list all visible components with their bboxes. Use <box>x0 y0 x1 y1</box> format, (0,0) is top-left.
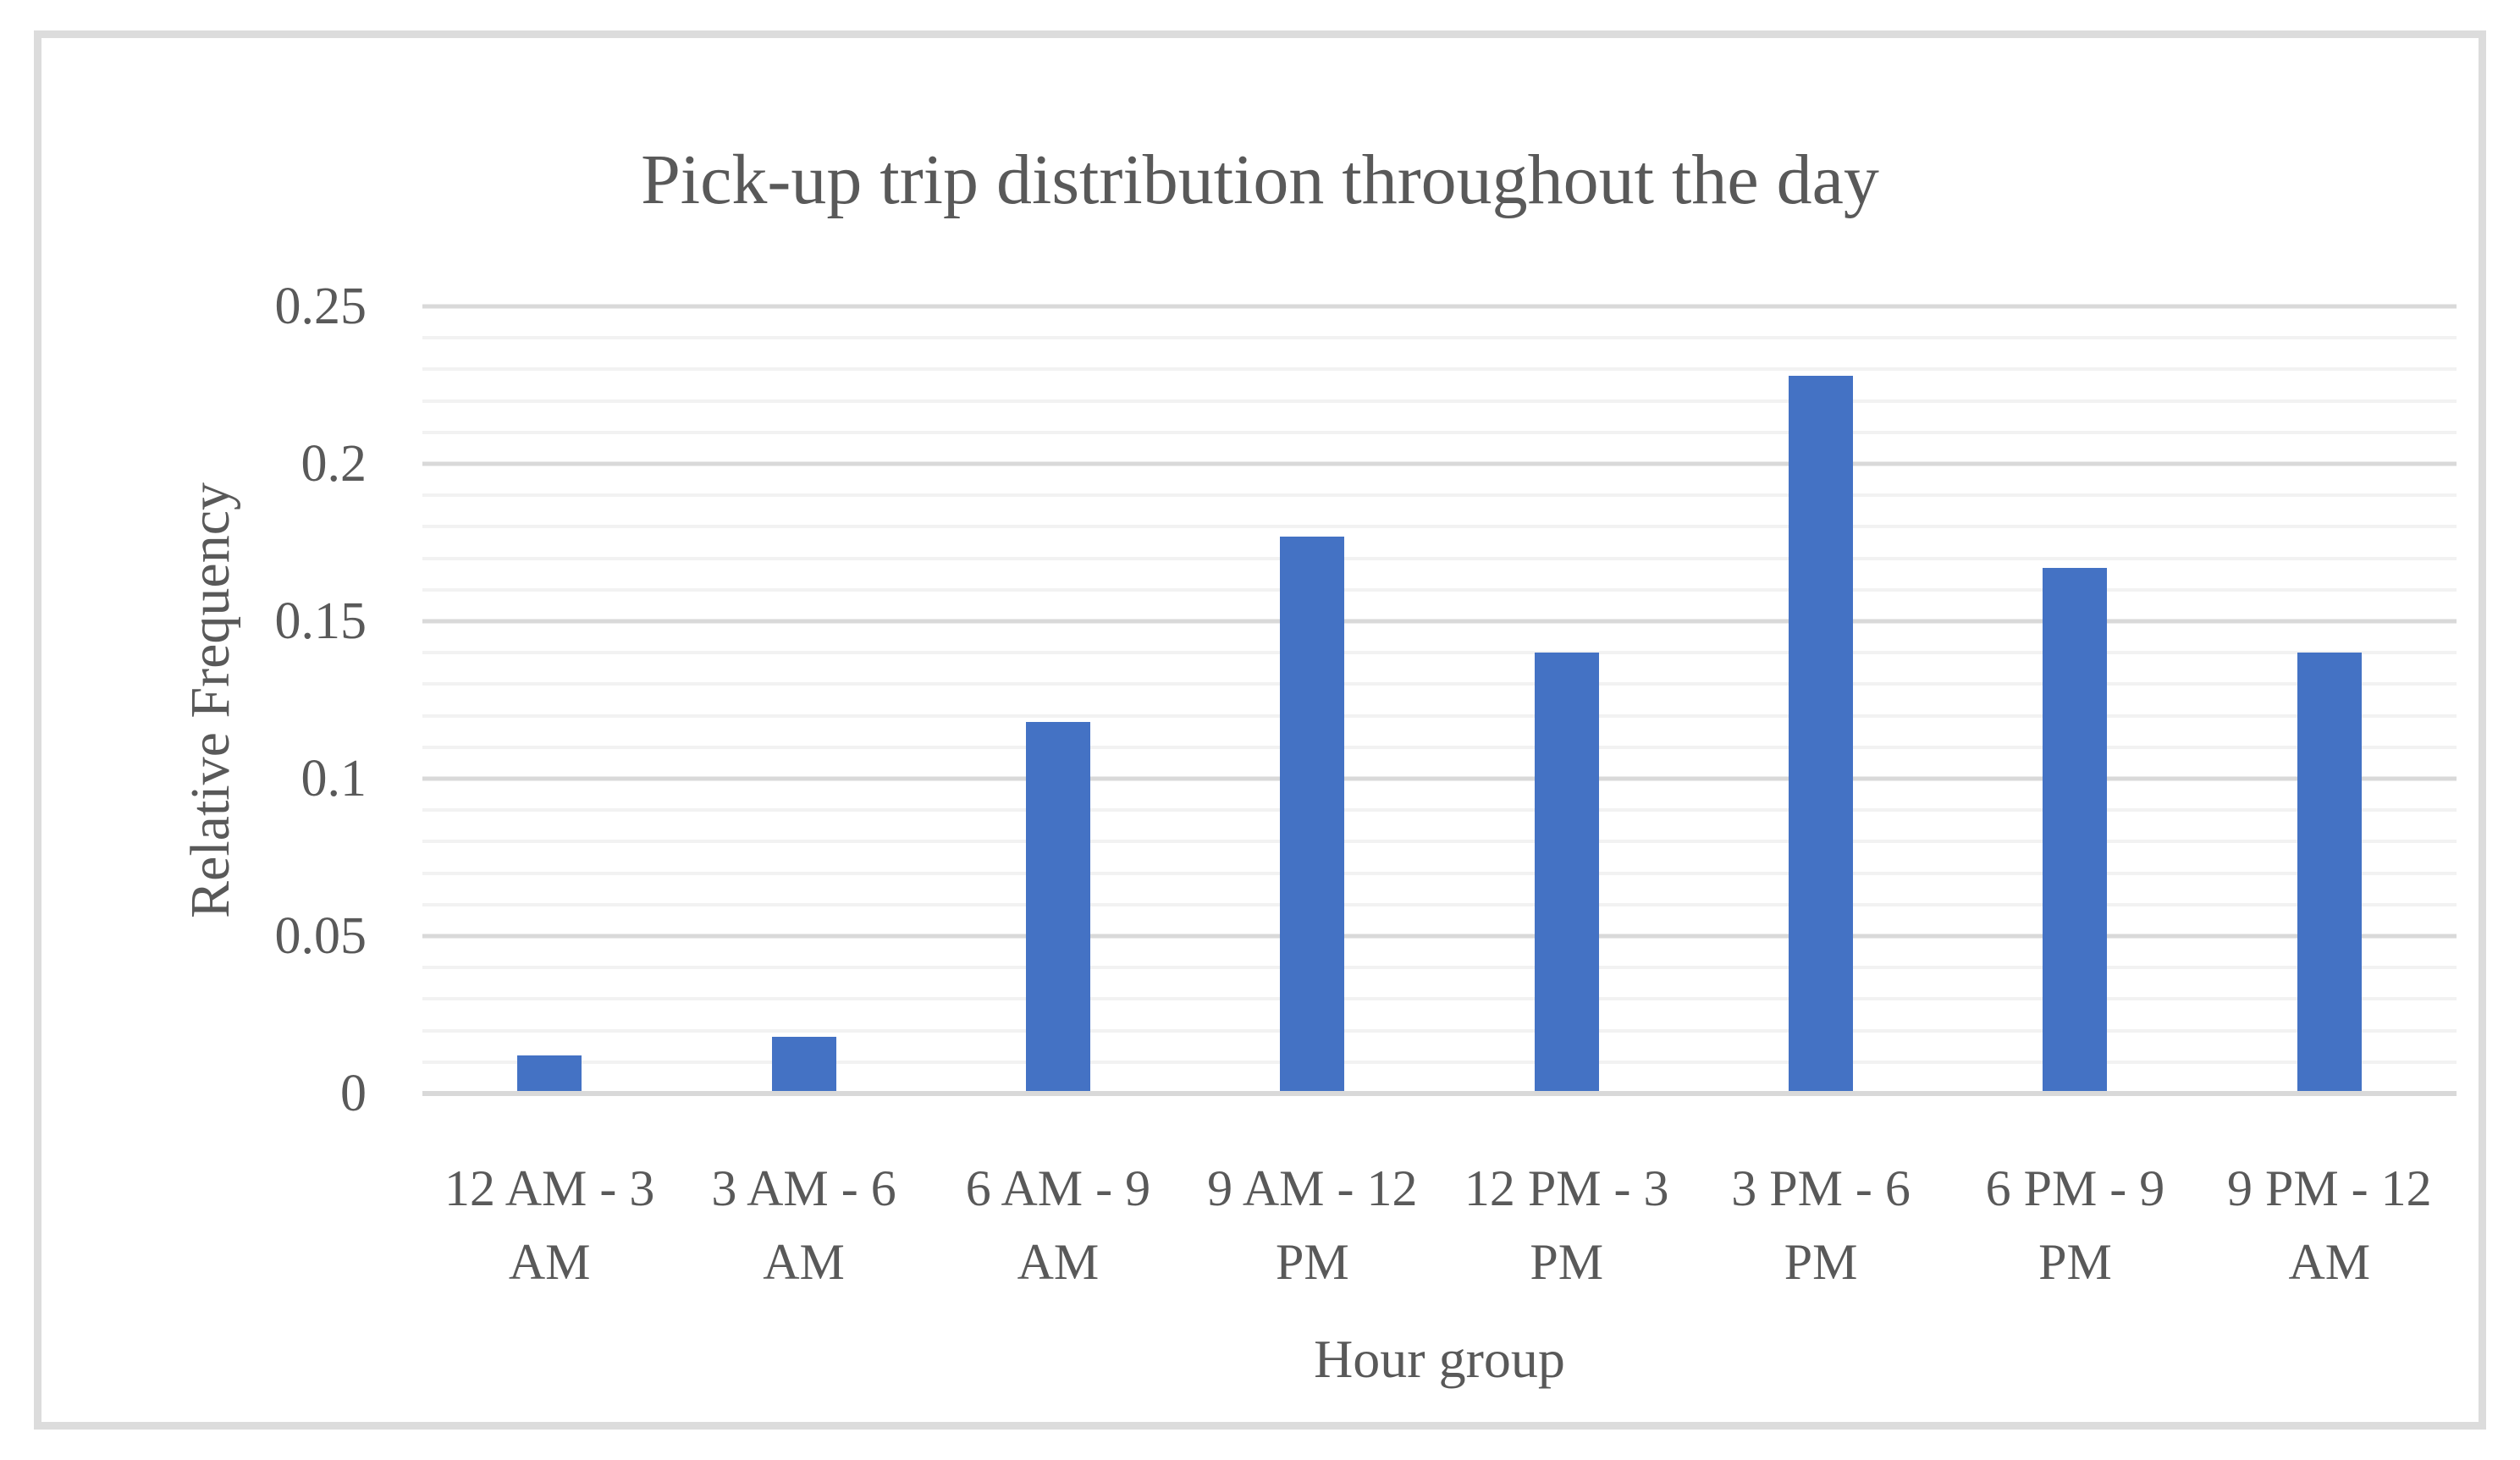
y-tick-label: 0.25 <box>274 278 367 335</box>
plot-area <box>422 304 2457 1096</box>
gridline-minor <box>422 713 2457 718</box>
x-category-label: 9 AM - 12 PM <box>1207 1160 1418 1290</box>
gridline-minor <box>422 902 2457 906</box>
gridline-minor <box>422 840 2457 844</box>
gridline-minor <box>422 367 2457 372</box>
x-category-label: 6 PM - 9 PM <box>1985 1160 2165 1290</box>
x-axis-line <box>422 1091 2457 1096</box>
gridline-minor <box>422 651 2457 655</box>
bar-4 <box>1280 536 1345 1094</box>
y-tick-label: 0.1 <box>301 750 367 807</box>
gridline-minor <box>422 871 2457 875</box>
bar-5 <box>1534 653 1599 1094</box>
gridline-minor <box>422 682 2457 686</box>
gridline-minor <box>422 997 2457 1001</box>
y-tick-label: 0.05 <box>274 907 367 965</box>
bar-2 <box>771 1037 836 1094</box>
gridlines <box>422 304 2457 1094</box>
chart-title: Pick-up trip distribution throughout the… <box>641 140 1879 219</box>
gridline-minor <box>422 745 2457 749</box>
gridline-minor <box>422 556 2457 560</box>
gridline-minor <box>422 1060 2457 1064</box>
chart-frame: Pick-up trip distribution throughout the… <box>34 30 2486 1430</box>
x-category-label: 12 AM - 3 AM <box>444 1160 655 1290</box>
bars <box>422 306 2457 1094</box>
x-category-label: 9 PM - 12 AM <box>2226 1160 2432 1290</box>
gridline-minor <box>422 808 2457 813</box>
gridline-major <box>422 619 2457 624</box>
x-axis-title: Hour group <box>1314 1329 1565 1389</box>
gridline-minor <box>422 336 2457 340</box>
gridline-major <box>422 934 2457 939</box>
x-category-label: 3 PM - 6 PM <box>1731 1160 1911 1290</box>
bar-8 <box>2297 653 2362 1094</box>
gridline-minor <box>422 430 2457 434</box>
bar-6 <box>1789 375 1854 1094</box>
bar-3 <box>1025 722 1090 1094</box>
gridline-minor <box>422 525 2457 529</box>
x-category-label: 3 AM - 6 AM <box>711 1160 896 1290</box>
x-axis-labels: 12 AM - 3 AM 3 AM - 6 AM 6 AM - 9 AM 9 AM - 12… <box>422 1152 2457 1304</box>
gridline-minor <box>422 399 2457 403</box>
y-tick-label: 0 <box>340 1065 367 1122</box>
gridline-major <box>422 776 2457 781</box>
gridline-minor <box>422 493 2457 498</box>
x-category-label: 12 PM - 3 PM <box>1464 1160 1669 1290</box>
y-tick-label: 0.2 <box>301 435 367 493</box>
gridline-minor <box>422 1028 2457 1033</box>
gridline-minor <box>422 587 2457 592</box>
gridline-minor <box>422 966 2457 970</box>
gridline-major <box>422 461 2457 466</box>
bar-7 <box>2043 567 2108 1094</box>
y-tick-label: 0.15 <box>274 592 367 650</box>
x-category-label: 6 AM - 9 AM <box>965 1160 1151 1290</box>
bar-1 <box>517 1055 582 1094</box>
y-axis-ticks: 0 0.05 0.1 0.15 0.2 0.25 <box>41 280 367 1120</box>
gridline-major <box>422 304 2457 309</box>
